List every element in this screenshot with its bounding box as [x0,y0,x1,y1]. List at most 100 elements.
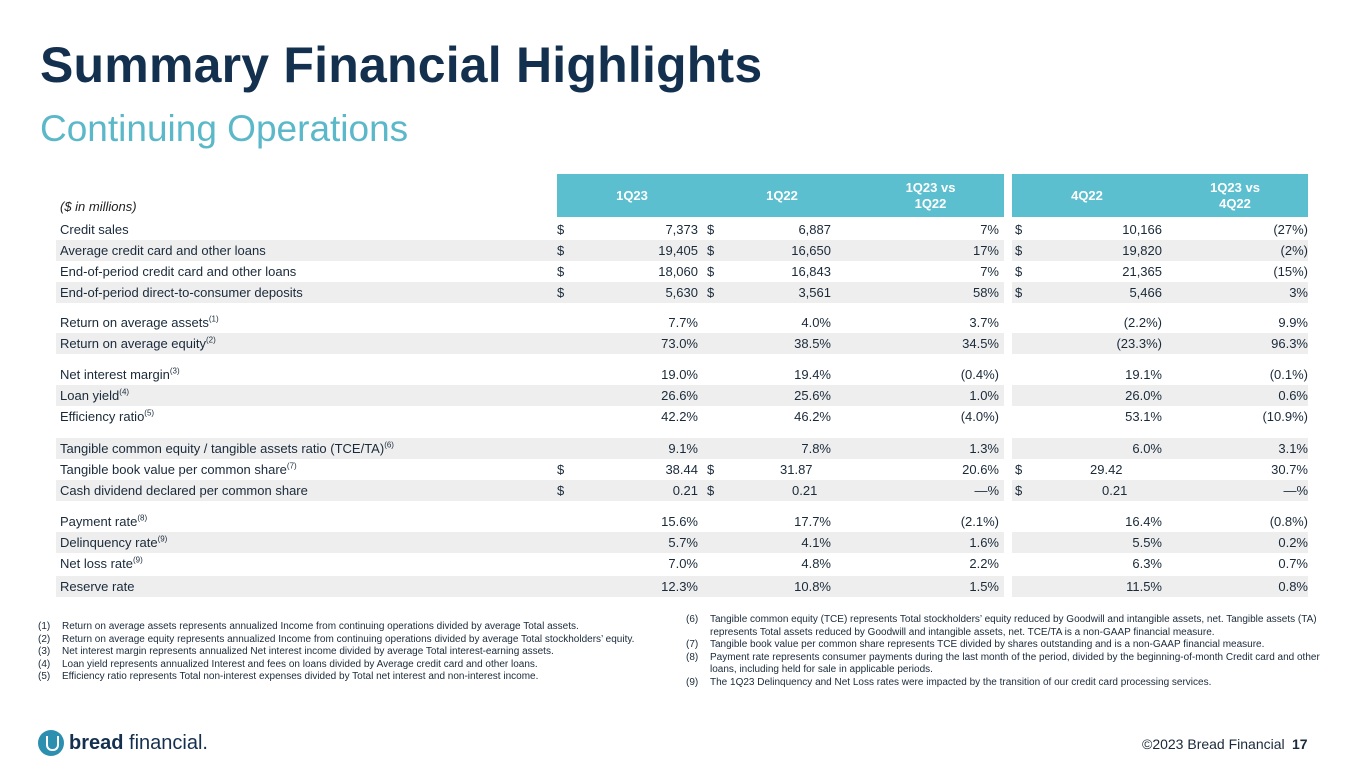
footnote-ref: (8) [137,513,148,523]
unit-label: ($ in millions) [60,199,137,214]
column-header-line: 1Q23 vs [1210,179,1260,195]
column-header-1q23-vs-1q22: 1Q23 vs 1Q22 [857,174,1004,217]
row-label: Loan yield(4) [60,387,130,403]
cell-4q22: 11.5% [1126,579,1162,594]
column-header-line: 1Q23 vs [905,179,956,195]
cell-4q22: (23.3%) [1116,336,1162,351]
copyright: ©2023 Bread Financial [1142,736,1285,752]
cell-4q22: 29.42 [1090,462,1123,477]
footnote: (3) Net interest margin represents annual… [38,646,554,657]
dollar-sign: $ [1015,285,1023,300]
footnote-ref: (2) [205,335,216,345]
dollar-sign: $ [557,483,565,498]
dollar-sign: $ [1015,243,1023,258]
table-row: Payment rate(8) 15.6% 17.7% (2.1%) 16.4%… [56,511,1308,532]
footnote: (2) Return on average equity represents a… [38,633,635,645]
cell-1q23: 5,630 [665,285,698,300]
column-header-1q23-vs-4q22: 1Q23 vs 4Q22 [1162,174,1308,217]
table-row: Return on average assets(1) 7.7% 4.0% 3.… [56,312,1308,333]
cell-1q23-vs-4q22: (2%) [1280,243,1308,258]
dollar-sign: $ [707,483,715,498]
dollar-sign: $ [707,222,715,237]
cell-4q22: 16.4% [1125,514,1162,529]
table-row: Efficiency ratio(5) 42.2% 46.2% (4.0%) 5… [56,406,1308,427]
cell-1q23: 12.3% [661,579,698,594]
dollar-sign: $ [1015,462,1023,477]
cell-1q23-vs-4q22: (27%) [1273,222,1308,237]
cell-1q23-vs-4q22: 0.2% [1278,535,1308,550]
cell-1q22: 17.7% [794,514,831,529]
footnote-ref: (3) [169,366,180,376]
footnote: (6) Tangible common equity (TCE) represen… [686,614,1317,638]
table-row: Net interest margin(3) 19.0% 19.4% (0.4%… [56,364,1308,385]
footnote-ref: (1) [208,314,219,324]
cell-1q23-vs-1q22: 1.5% [969,579,999,594]
cell-1q23: 73.0% [661,336,698,351]
table-row: Tangible book value per common share(7) … [56,459,1308,480]
table-row: Credit sales $ 7,373 $ 6,887 7% $ 10,166… [56,219,1308,240]
row-label: Delinquency rate(9) [60,534,168,550]
cell-1q23-vs-4q22: 0.8% [1278,579,1308,594]
row-label: Tangible book value per common share(7) [60,461,297,477]
dollar-sign: $ [707,285,715,300]
dollar-sign: $ [557,462,565,477]
cell-1q23: 38.44 [665,462,698,477]
table-row: End-of-period direct-to-consumer deposit… [56,282,1308,303]
cell-1q23-vs-1q22: (0.4%) [960,367,999,382]
cell-1q23: 5.7% [668,535,698,550]
cell-1q23-vs-1q22: 34.5% [962,336,999,351]
cell-1q22: 6,887 [798,222,831,237]
cell-4q22: 26.0% [1125,388,1162,403]
cell-1q23-vs-4q22: (0.1%) [1269,367,1308,382]
footnote: (7) Tangible book value per common share … [686,639,1265,650]
cell-1q23-vs-1q22: 58% [972,285,999,300]
cell-1q23-vs-4q22: 96.3% [1271,336,1308,351]
footnote-ref: (6) [384,440,394,450]
row-label: Return on average assets(1) [60,314,219,330]
row-label: Payment rate(8) [60,513,148,529]
cell-4q22: 6.3% [1132,556,1162,571]
footnote-ref: (9) [157,534,168,544]
cell-1q23-vs-4q22: —% [1283,483,1308,498]
cell-1q23-vs-1q22: 2.2% [969,556,999,571]
column-header-line: 4Q22 [1219,195,1251,211]
cell-1q23: 9.1% [668,441,698,456]
table-row: Cash dividend declared per common share … [56,480,1308,501]
cell-1q23-vs-1q22: 1.3% [969,441,999,456]
cell-1q23-vs-1q22: 17% [972,243,999,258]
logo-wordmark: bread financial. [69,731,208,754]
cell-1q23: 15.6% [661,514,698,529]
footnote-ref: (9) [132,555,143,565]
cell-1q23: 19.0% [661,367,698,382]
table-row: Delinquency rate(9) 5.7% 4.1% 1.6% 5.5% … [56,532,1308,553]
row-label: Net interest margin(3) [60,366,180,382]
footnotes-left: (1) Return on average assets represents a… [38,621,678,684]
cell-4q22: 5.5% [1132,535,1162,550]
row-label: Cash dividend declared per common share [60,483,308,498]
row-label: Net loss rate(9) [60,555,143,571]
row-label: End-of-period direct-to-consumer deposit… [60,285,303,300]
cell-4q22: 6.0% [1132,441,1162,456]
cell-1q23: 42.2% [661,409,698,424]
cell-1q23: 26.6% [661,388,698,403]
cell-1q23-vs-4q22: 9.9% [1278,315,1308,330]
cell-4q22: (2.2%) [1123,315,1162,330]
footnote: (1) Return on average assets represents a… [38,621,579,632]
footnotes-right: (6) Tangible common equity (TCE) represen… [686,614,1326,689]
bread-financial-logo: bread financial. [38,730,208,756]
cell-1q22: 0.21 [792,483,818,498]
table-row: Average credit card and other loans $ 19… [56,240,1308,261]
cell-1q22: 3,561 [798,285,831,300]
row-label: Credit sales [60,222,129,237]
cell-4q22: 19,820 [1122,243,1162,258]
row-label: Average credit card and other loans [60,243,266,258]
table-row: Return on average equity(2) 73.0% 38.5% … [56,333,1308,354]
cell-1q22: 10.8% [794,579,831,594]
dollar-sign: $ [557,285,565,300]
footnote-ref: (4) [119,387,130,397]
cell-1q23-vs-4q22: 30.7% [1271,462,1308,477]
cell-1q23-vs-1q22: 20.6% [962,462,999,477]
page-number: 17 [1292,736,1308,752]
row-label: Tangible common equity / tangible assets… [60,440,394,456]
row-label: Reserve rate [60,579,135,594]
